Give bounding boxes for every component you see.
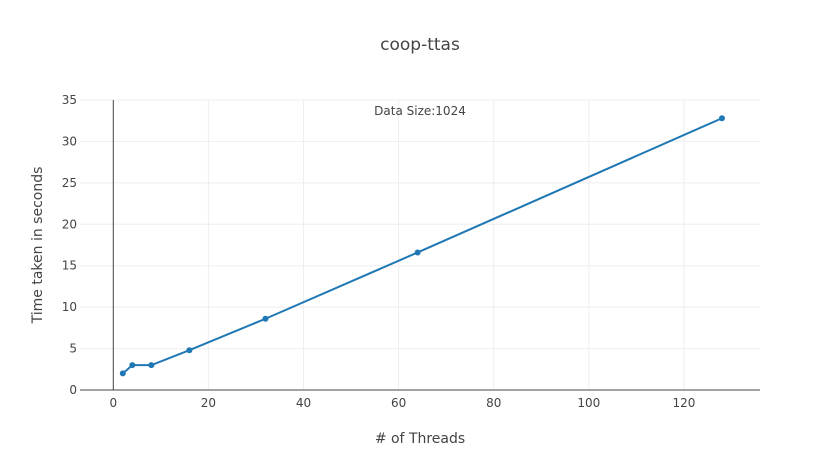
x-tick-label: 20 (201, 396, 216, 410)
x-tick-label: 80 (486, 396, 501, 410)
chart-annotation: Data Size:1024 (374, 104, 466, 118)
x-tick-label: 120 (672, 396, 695, 410)
chart-title: coop-ttas (380, 35, 460, 55)
y-tick-label: 30 (62, 134, 77, 148)
y-tick-label: 15 (62, 259, 77, 273)
data-point (718, 115, 725, 122)
data-point (262, 315, 269, 322)
axes-layer (80, 100, 760, 391)
data-point (148, 362, 155, 369)
series-layer (119, 115, 725, 377)
grid-layer (80, 99, 760, 390)
data-point (186, 347, 193, 354)
x-tick-label: 100 (577, 396, 600, 410)
y-tick-label: 5 (69, 342, 77, 356)
x-tick-label: 40 (296, 396, 311, 410)
y-tick-label: 20 (62, 217, 77, 231)
data-point (119, 370, 126, 377)
series-line (122, 117, 723, 375)
y-tick-label: 25 (62, 176, 77, 190)
data-point (129, 362, 136, 369)
x-tick-label: 60 (391, 396, 406, 410)
x-axis-title: # of Threads (375, 431, 465, 447)
y-tick-label: 35 (62, 93, 77, 107)
y-axis-title: Time taken in seconds (30, 167, 46, 325)
data-point (414, 249, 421, 256)
y-tick-label: 0 (69, 383, 77, 397)
y-tick-label: 10 (62, 300, 77, 314)
x-tick-label: 0 (109, 396, 117, 410)
tick-layer: 0 20 40 60 80 100 120 0 5 10 15 20 25 30 35 (62, 93, 696, 410)
